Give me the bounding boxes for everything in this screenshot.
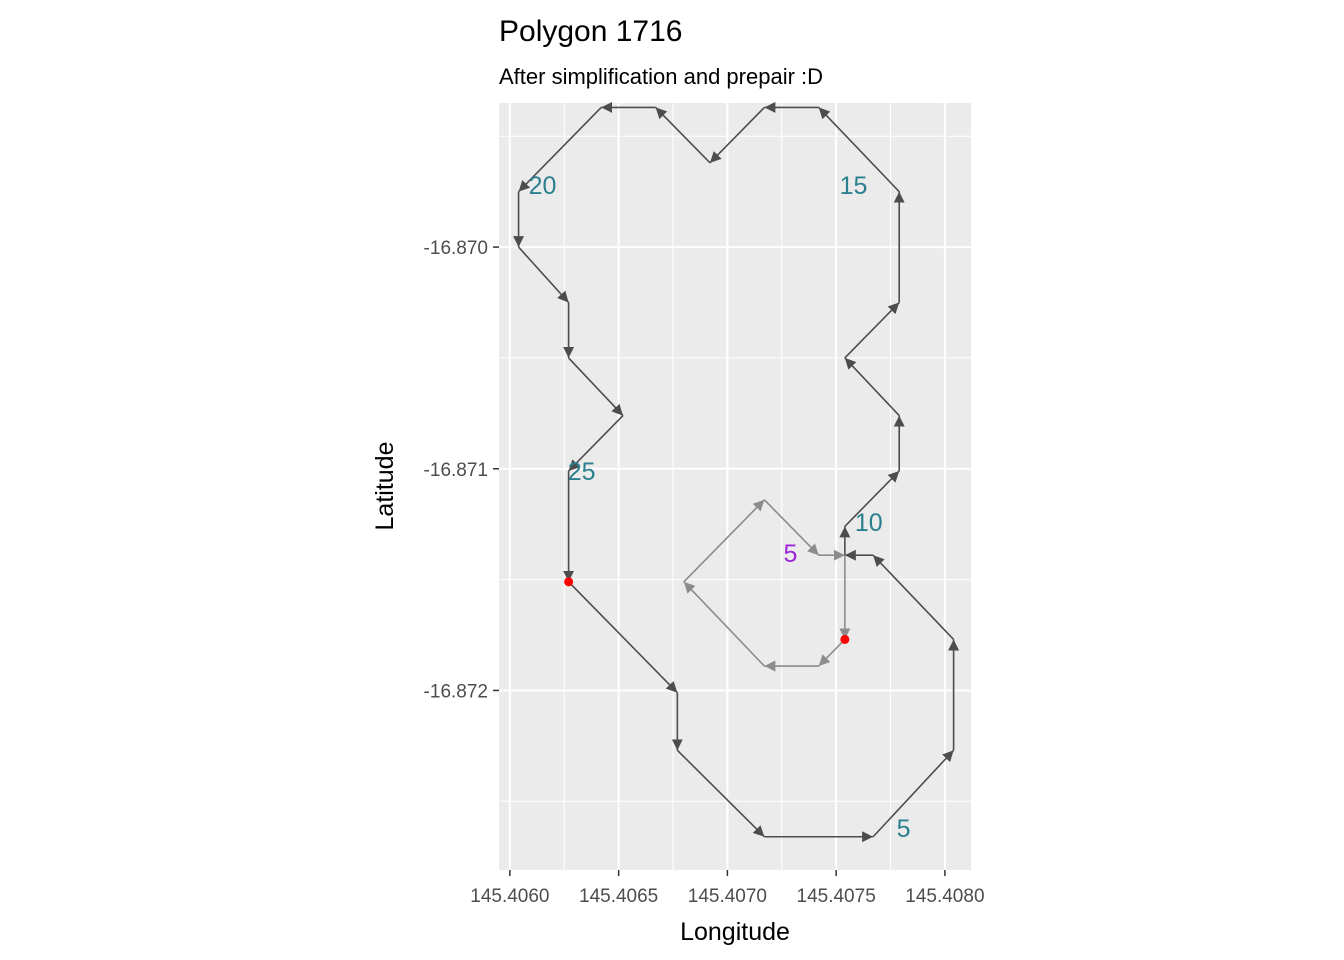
x-tick-label: 145.4080 <box>905 886 984 907</box>
inner-vertex-label: 5 <box>784 540 798 568</box>
x-tick-label: 145.4070 <box>688 886 767 907</box>
outer-ring-segment <box>518 106 602 193</box>
grid-lines <box>499 103 971 870</box>
chart-subtitle: After simplification and prepair :D <box>499 64 823 89</box>
inner-ring-segment <box>683 581 765 667</box>
outer-ring-segment <box>568 581 678 694</box>
start-point <box>564 577 574 587</box>
outer-vertex-label: 5 <box>897 815 911 843</box>
start-points <box>564 577 850 644</box>
inner-ring-segment <box>683 499 765 583</box>
x-tick-label: 145.4075 <box>797 886 876 907</box>
y-tick-label: -16.870 <box>424 238 488 259</box>
outer-ring-segment <box>844 301 900 359</box>
outer-ring-segment <box>844 470 900 527</box>
outer-ring-segment <box>517 246 570 304</box>
vertex-labels: 5 10 15 20 25 5 <box>529 172 911 843</box>
polygon-paths <box>513 101 960 843</box>
outer-ring-segment <box>676 749 765 838</box>
outer-ring-segment <box>872 554 955 641</box>
start-point <box>840 634 850 644</box>
inner-ring-segment <box>763 499 820 556</box>
y-tick-label: -16.872 <box>424 681 488 702</box>
chart-title: Polygon 1716 <box>499 15 683 48</box>
x-tick-label: 145.4065 <box>579 886 658 907</box>
x-axis-ticks: 145.4060 145.4065 145.4070 145.4075 145.4080 <box>470 870 985 907</box>
outer-vertex-label: 25 <box>568 458 596 486</box>
y-axis-ticks: -16.870 -16.871 -16.872 <box>424 238 499 702</box>
y-axis-title: Latitude <box>371 442 399 531</box>
x-tick-label: 145.4060 <box>470 886 549 907</box>
outer-ring-segment <box>568 415 624 472</box>
outer-ring-segment <box>818 106 900 193</box>
inner-ring-segment <box>818 638 846 667</box>
outer-ring-segment <box>709 106 765 164</box>
outer-ring-segment <box>568 357 624 417</box>
outer-vertex-label: 20 <box>529 172 557 200</box>
outer-ring-segment <box>655 106 711 164</box>
outer-vertex-label: 10 <box>855 509 883 537</box>
outer-ring-segment <box>872 749 955 838</box>
outer-vertex-label: 15 <box>840 172 868 200</box>
plot-panel <box>499 103 971 870</box>
x-axis-title: Longitude <box>680 918 790 946</box>
y-tick-label: -16.871 <box>424 460 488 481</box>
outer-ring-segment <box>844 357 900 417</box>
